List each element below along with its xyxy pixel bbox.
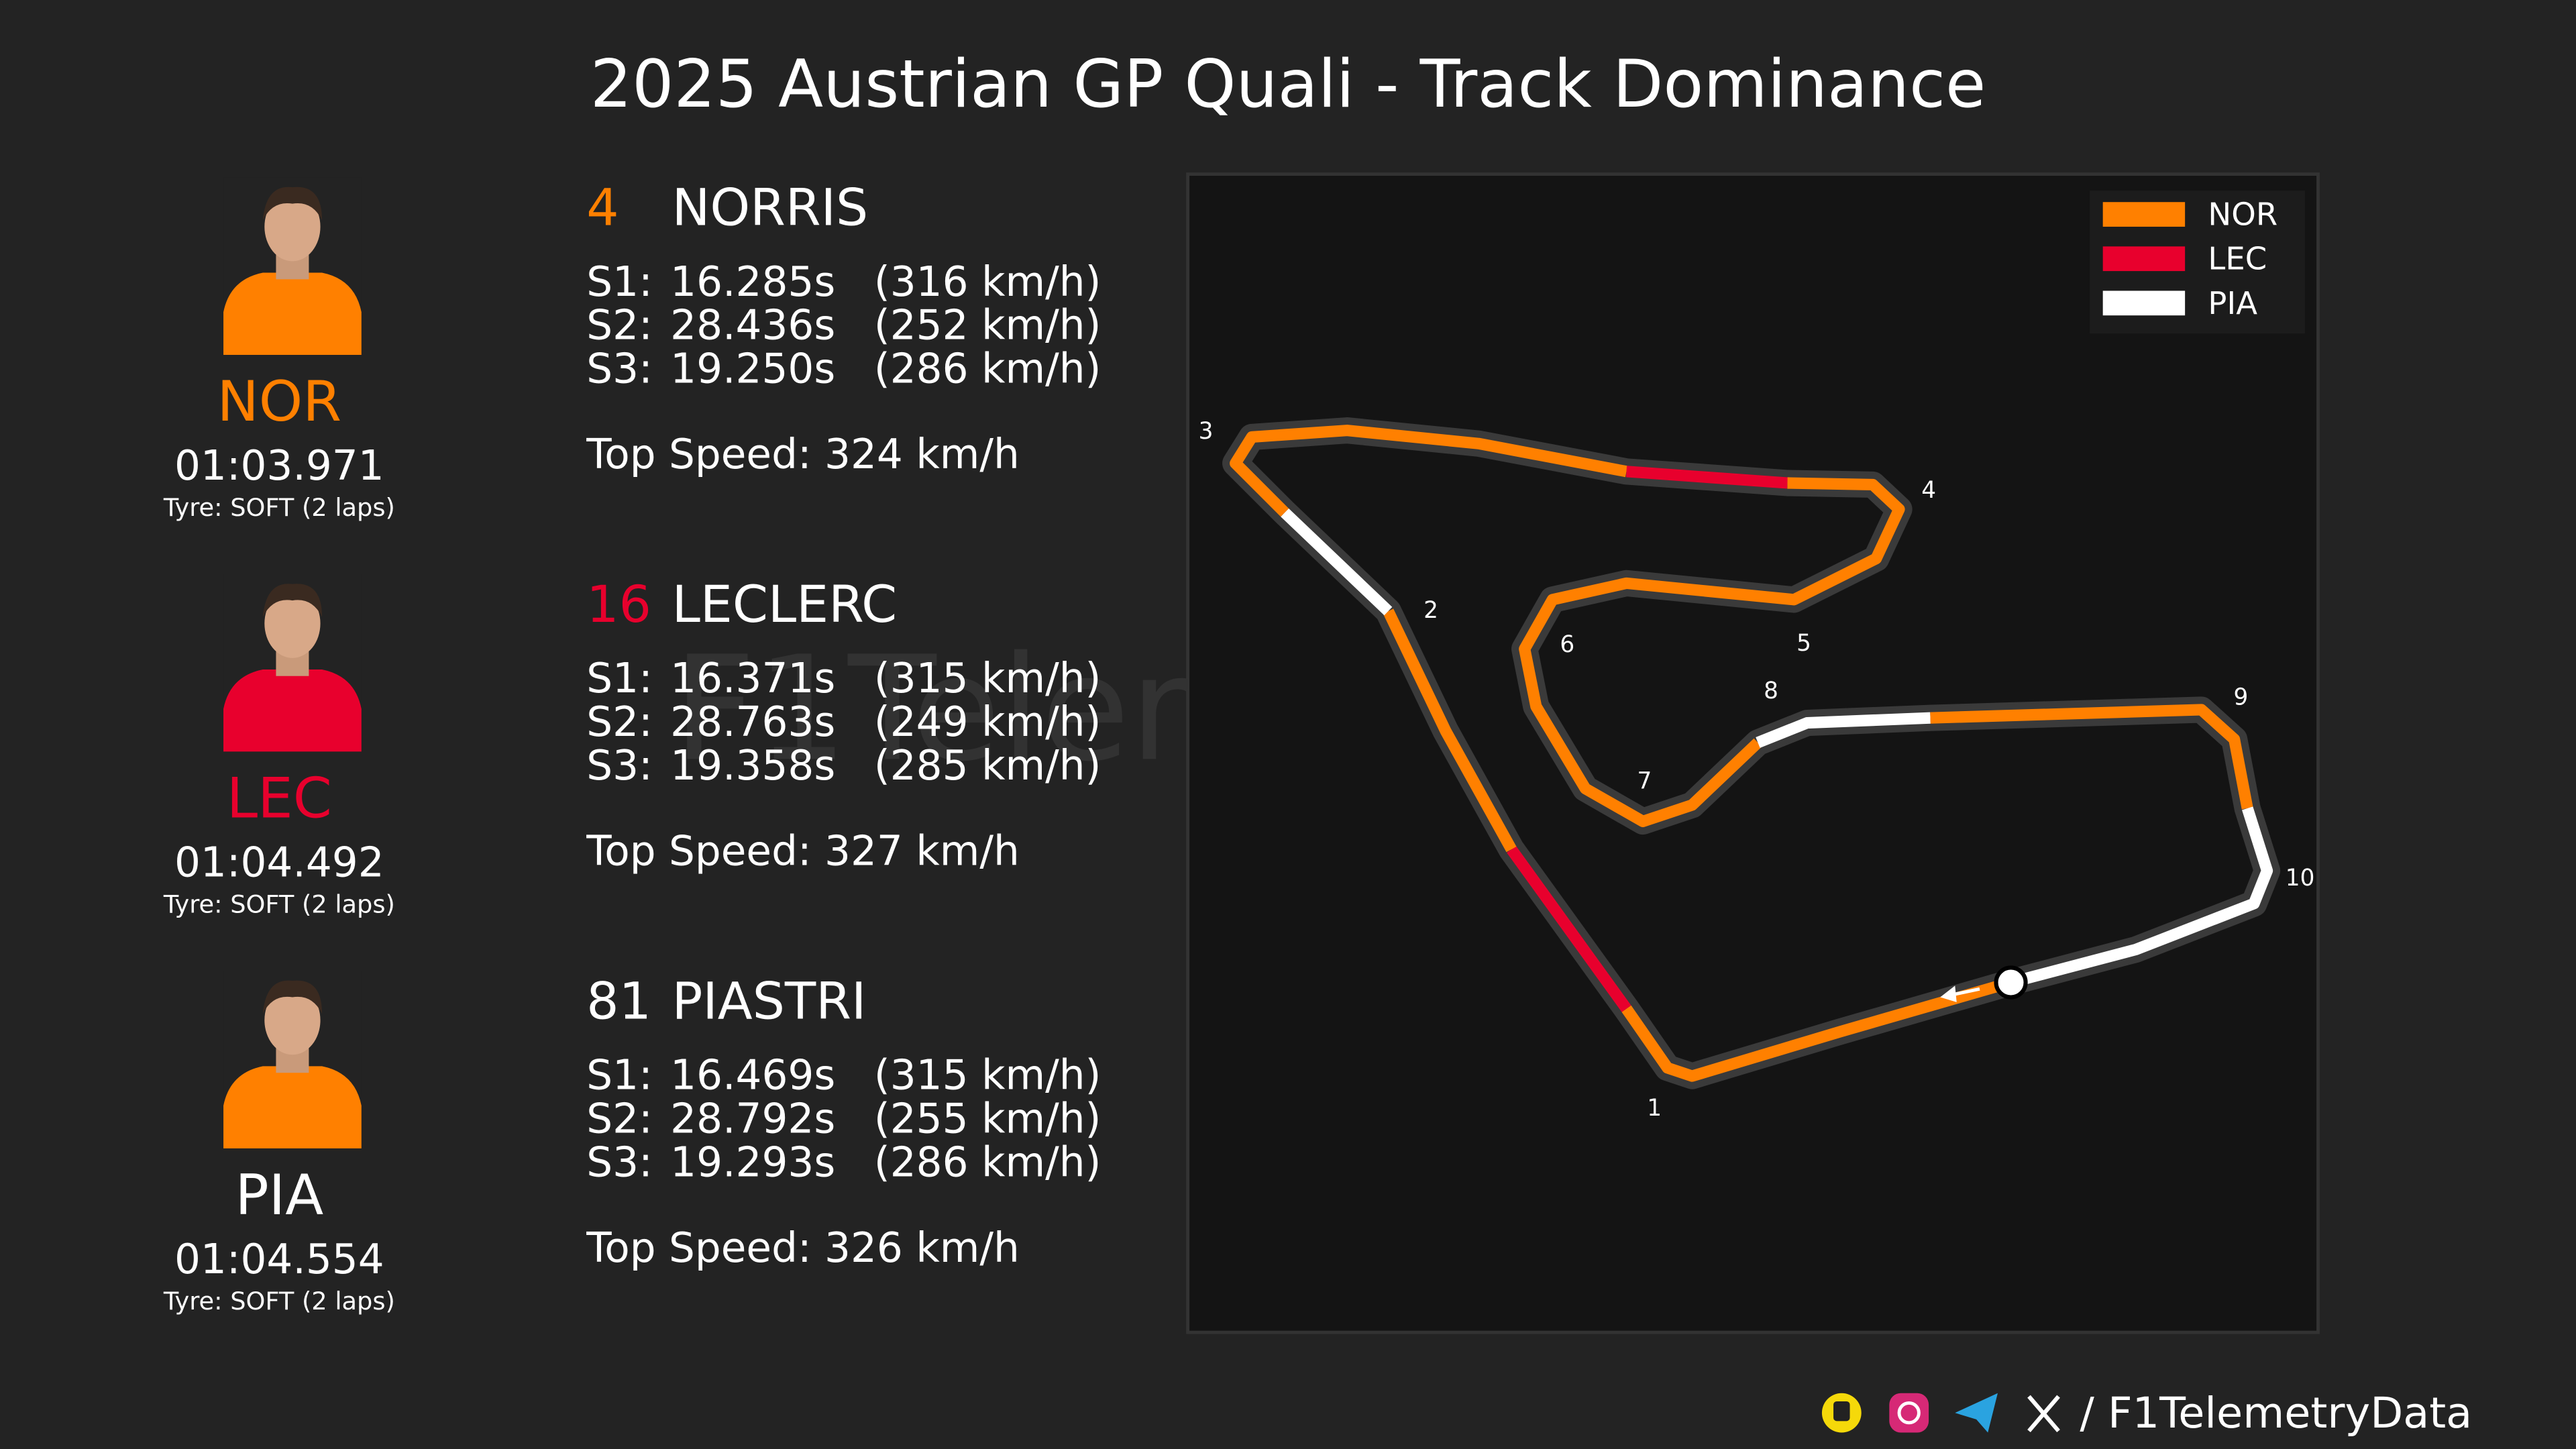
corner-label: 6 xyxy=(1560,631,1574,658)
corner-label: 4 xyxy=(1921,477,1936,504)
lap-time: 01:04.554 xyxy=(174,1236,384,1283)
top-speed: Top Speed: 326 km/h xyxy=(586,1224,1020,1272)
track-segment xyxy=(1930,704,2253,810)
sector-speed: (316 km/h) xyxy=(874,258,1102,306)
sector-label: S2: xyxy=(586,1095,652,1143)
sector-time: 16.371s xyxy=(670,655,835,702)
sector-time: 19.293s xyxy=(670,1138,835,1186)
track-segment xyxy=(1281,508,1393,616)
top-speed: Top Speed: 324 km/h xyxy=(586,431,1020,478)
track-segment xyxy=(1383,608,1517,853)
sector-time: 28.436s xyxy=(670,302,835,350)
portrait-hair xyxy=(262,980,322,1014)
driver-block: LEC 01:04.492 Tyre: SOFT (2 laps) 16 LECLERC… xyxy=(163,574,1102,918)
driver-list: NOR 01:03.971 Tyre: SOFT (2 laps) 4 NORRIS S1… xyxy=(163,177,1102,1316)
tyre-info: Tyre: SOFT (2 laps) xyxy=(163,493,395,522)
driver-number: 16 xyxy=(586,575,651,634)
top-speed: Top Speed: 327 km/h xyxy=(586,827,1020,875)
legend-swatch xyxy=(2102,246,2186,272)
start-finish-marker xyxy=(1994,965,2028,1000)
instagram-icon xyxy=(1889,1393,1929,1433)
sector-speed: (286 km/h) xyxy=(874,345,1102,393)
sector-time: 16.285s xyxy=(670,258,835,306)
sector-speed: (286 km/h) xyxy=(874,1138,1102,1186)
portrait-body xyxy=(223,1066,362,1148)
sector-speed: (285 km/h) xyxy=(874,742,1102,790)
sector-label: S3: xyxy=(586,1138,652,1186)
sector-label: S3: xyxy=(586,742,652,790)
legend-label: NOR xyxy=(2208,197,2277,233)
portrait-hair xyxy=(262,584,322,617)
legend-label: LEC xyxy=(2208,241,2267,277)
sector-label: S1: xyxy=(586,1052,652,1099)
tyre-info: Tyre: SOFT (2 laps) xyxy=(163,890,395,918)
x-icon xyxy=(2027,1395,2060,1433)
track-segment xyxy=(1621,977,2012,1082)
lap-time: 01:03.971 xyxy=(174,442,384,490)
track-segment xyxy=(1625,466,1788,489)
sector-time: 16.469s xyxy=(670,1052,835,1099)
footer-separator: / xyxy=(2080,1389,2094,1438)
sector-time: 19.250s xyxy=(670,345,835,393)
legend-swatch xyxy=(2102,202,2186,227)
sector-label: S1: xyxy=(586,655,652,702)
footer: / F1TelemetryData xyxy=(1821,1389,2472,1438)
sector-label: S2: xyxy=(586,302,652,350)
track-segment xyxy=(1519,477,1905,828)
sector-time: 19.358s xyxy=(670,742,835,790)
portrait-head xyxy=(264,192,321,262)
corner-label: 5 xyxy=(1796,630,1811,657)
sector-speed: (315 km/h) xyxy=(874,655,1102,702)
corner-label: 10 xyxy=(2286,865,2315,892)
corner-label: 9 xyxy=(2234,684,2249,711)
telegram-icon xyxy=(1955,1393,1998,1433)
title: 2025 Austrian GP Quali - Track Dominance xyxy=(590,46,1986,123)
portrait-head xyxy=(264,985,321,1055)
sector-speed: (315 km/h) xyxy=(874,1052,1102,1099)
sector-label: S1: xyxy=(586,258,652,306)
portrait-body xyxy=(223,272,362,355)
track-segment xyxy=(2009,806,2273,988)
corner-label: 2 xyxy=(1424,597,1438,624)
corner-label: 1 xyxy=(1647,1095,1662,1122)
driver-name: NORRIS xyxy=(672,178,869,237)
track-segment xyxy=(1756,712,1931,748)
sector-speed: (252 km/h) xyxy=(874,302,1102,350)
corner-label: 7 xyxy=(1638,768,1652,795)
kofi-cup xyxy=(1833,1401,1850,1421)
corner-label: 3 xyxy=(1199,418,1214,445)
portrait-head xyxy=(264,588,321,658)
driver-block: PIA 01:04.554 Tyre: SOFT (2 laps) 81 PIASTRI… xyxy=(163,971,1102,1316)
driver-code: PIA xyxy=(235,1163,323,1228)
lap-time: 01:04.492 xyxy=(174,839,384,887)
corner-label: 8 xyxy=(1764,678,1778,704)
track-map: 1 2 3 4 5 6 7 8 9 10 xyxy=(1199,417,2315,1122)
driver-code: NOR xyxy=(217,369,341,434)
instagram-lens xyxy=(1897,1401,1921,1425)
portrait-hair xyxy=(262,186,322,221)
driver-name: PIASTRI xyxy=(672,971,867,1030)
sector-label: S3: xyxy=(586,345,652,393)
track-segment xyxy=(1507,846,1631,1012)
sector-time: 28.763s xyxy=(670,698,835,746)
tyre-info: Tyre: SOFT (2 laps) xyxy=(163,1287,395,1316)
sector-label: S2: xyxy=(586,698,652,746)
direction-arrowhead xyxy=(1940,985,1957,1002)
footer-handle: F1TelemetryData xyxy=(2108,1389,2472,1438)
legend: NOR LEC PIA xyxy=(2090,191,2305,334)
driver-number: 81 xyxy=(586,971,651,1030)
legend-swatch xyxy=(2102,290,2186,316)
sector-time: 28.792s xyxy=(670,1095,835,1143)
driver-code: LEC xyxy=(227,765,332,830)
sector-speed: (249 km/h) xyxy=(874,698,1102,746)
driver-name: LECLERC xyxy=(672,575,897,634)
legend-label: PIA xyxy=(2208,285,2257,321)
track-segment xyxy=(1230,425,1628,517)
driver-block: NOR 01:03.971 Tyre: SOFT (2 laps) 4 NORRIS S1… xyxy=(163,177,1102,522)
sector-speed: (255 km/h) xyxy=(874,1095,1102,1143)
portrait-body xyxy=(223,669,362,752)
driver-number: 4 xyxy=(586,178,619,237)
